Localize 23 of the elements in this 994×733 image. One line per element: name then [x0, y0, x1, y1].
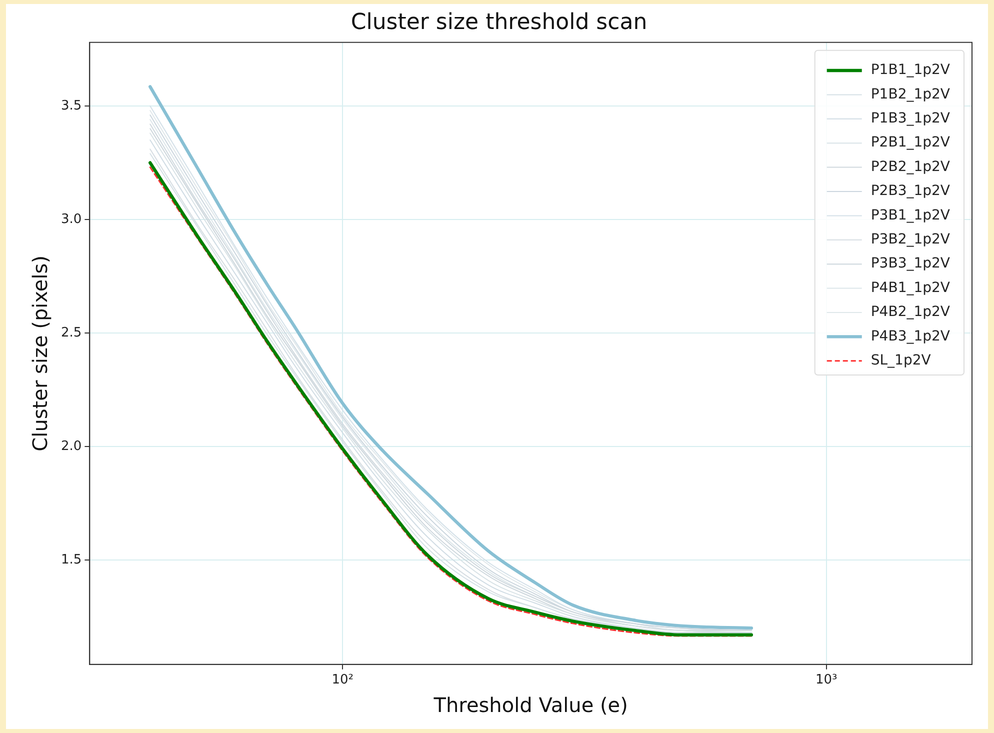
legend-label: P3B3_1p2V: [870, 256, 950, 272]
chart-title: Cluster size threshold scan: [350, 10, 648, 35]
y-tick-label: 2.5: [60, 325, 82, 340]
legend-label: P2B3_1p2V: [870, 183, 950, 200]
legend-label: P3B2_1p2V: [870, 232, 950, 248]
y-tick-label: 1.5: [60, 552, 82, 568]
y-tick-label: 3.5: [60, 98, 82, 114]
x-tick-label: 10³: [815, 672, 838, 688]
legend-label: P1B2_1p2V: [870, 86, 950, 102]
legend-label: P1B1_1p2V: [870, 62, 950, 78]
legend-label: P3B1_1p2V: [870, 207, 950, 224]
legend-label: P4B1_1p2V: [870, 280, 950, 296]
y-axis-title: Cluster size (pixels): [28, 255, 52, 452]
legend-label: SL_1p2V: [870, 352, 932, 369]
y-tick-label: 3.0: [60, 212, 82, 227]
x-tick-label: 10²: [332, 672, 354, 688]
y-tick-label: 2.0: [60, 438, 82, 454]
legend-label: P4B3_1p2V: [870, 328, 950, 344]
legend-label: P4B2_1p2V: [870, 304, 950, 320]
legend-label: P2B2_1p2V: [870, 158, 950, 175]
x-axis-title: Threshold Value (e): [432, 693, 628, 718]
legend-label: P2B1_1p2V: [870, 134, 950, 151]
legend-label: P1B3_1p2V: [870, 110, 950, 127]
